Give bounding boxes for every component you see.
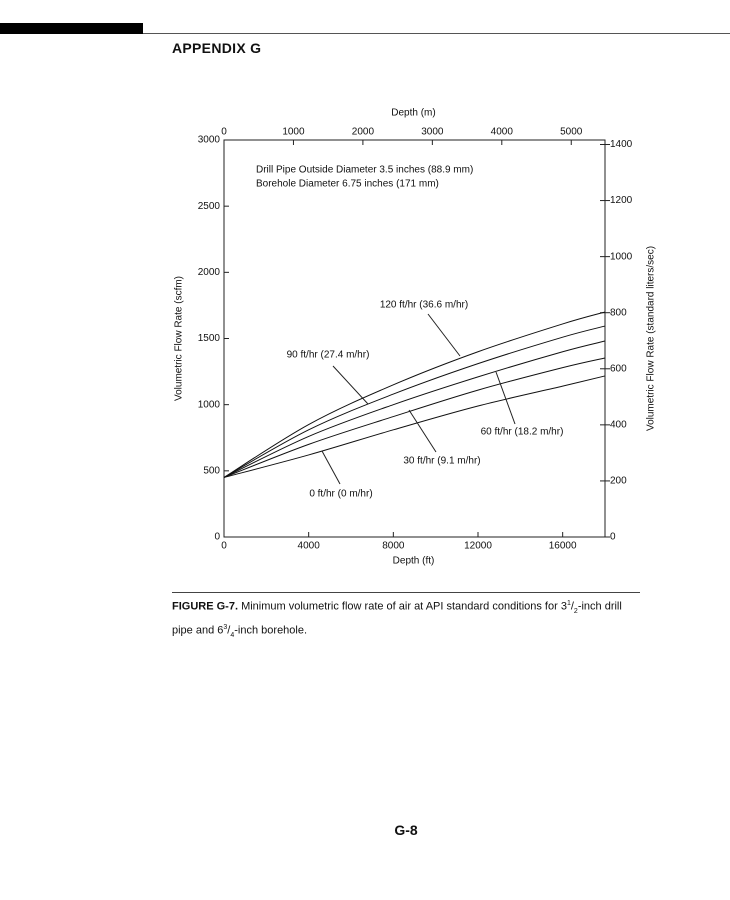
y-tick-label: 500 xyxy=(203,465,220,476)
y-tick-label: 2000 xyxy=(198,267,221,278)
plot-frame xyxy=(223,139,606,538)
y2-tick-label: 0 xyxy=(610,532,616,543)
top-tick-label: 3000 xyxy=(421,127,444,138)
y-tick-label: 3000 xyxy=(198,135,221,146)
series-line xyxy=(223,357,606,478)
label-pointer xyxy=(427,313,461,357)
label-pointer xyxy=(495,371,516,425)
y2-tick-label: 200 xyxy=(610,476,627,487)
series-line xyxy=(223,340,606,478)
caption-label: FIGURE G-7. xyxy=(172,600,239,613)
top-tick-label: 2000 xyxy=(352,127,375,138)
fraction-slash: / xyxy=(570,600,574,613)
caption-rule xyxy=(172,592,640,593)
x-tick-label: 12000 xyxy=(464,541,492,552)
series-label: 30 ft/hr (9.1 m/hr) xyxy=(403,456,480,467)
series-line xyxy=(223,325,606,478)
caption: FIGURE G-7. Minimum volumetric flow rate… xyxy=(172,596,642,644)
series-line xyxy=(223,375,606,478)
top-axis-label: Depth (m) xyxy=(391,108,435,119)
annotation: Borehole Diameter 6.75 inches (171 mm) xyxy=(256,179,439,190)
label-pointer xyxy=(408,409,437,453)
series-label: 120 ft/hr (36.6 m/hr) xyxy=(380,300,468,311)
series-label: 60 ft/hr (18.2 m/hr) xyxy=(481,427,564,438)
y-tick-label: 2500 xyxy=(198,201,221,212)
header-title: APPENDIX G xyxy=(172,40,262,56)
y2-tick-label: 1400 xyxy=(610,139,633,150)
y2-tick-label: 1200 xyxy=(610,195,633,206)
y-tick-label: 1000 xyxy=(198,399,221,410)
y2-axis-label: Volumetric Flow Rate (standard liters/se… xyxy=(646,246,657,431)
header-bar xyxy=(0,23,143,34)
y-tick-label: 0 xyxy=(214,532,220,543)
caption-text: Minimum volumetric flow rate of air at A… xyxy=(241,600,567,613)
caption-text: -inch borehole. xyxy=(234,624,308,637)
y2-tick-label: 400 xyxy=(610,419,627,430)
y2-tick-label: 800 xyxy=(610,307,627,318)
y-tick-label: 1500 xyxy=(198,333,221,344)
fraction-den: 4 xyxy=(230,631,235,639)
y-axis-label: Volumetric Flow Rate (scfm) xyxy=(174,276,185,401)
x-tick-label: 4000 xyxy=(298,541,321,552)
top-tick-label: 5000 xyxy=(560,127,583,138)
fraction-den: 2 xyxy=(573,607,578,615)
series-line xyxy=(223,311,606,478)
x-tick-label: 16000 xyxy=(549,541,577,552)
top-tick-label: 1000 xyxy=(282,127,305,138)
x-axis-label: Depth (ft) xyxy=(393,556,435,567)
x-tick-label: 8000 xyxy=(382,541,405,552)
top-tick-label: 0 xyxy=(221,127,227,138)
series-label: 90 ft/hr (27.4 m/hr) xyxy=(287,350,370,361)
fraction-num: 3 xyxy=(223,623,228,631)
header-rule xyxy=(143,33,730,34)
caption-text: -inch drill pipe and 6 xyxy=(172,600,622,637)
y2-tick-label: 600 xyxy=(610,363,627,374)
series-label: 0 ft/hr (0 m/hr) xyxy=(309,489,372,500)
x-tick-label: 0 xyxy=(221,541,227,552)
label-pointer xyxy=(321,450,341,485)
fraction-num: 1 xyxy=(566,600,571,607)
top-tick-label: 4000 xyxy=(491,127,514,138)
label-pointer xyxy=(332,365,369,405)
y2-tick-label: 1000 xyxy=(610,251,633,262)
annotation: Drill Pipe Outside Diameter 3.5 inches (… xyxy=(256,165,473,176)
page-number: G-8 xyxy=(394,822,418,838)
fraction-slash: / xyxy=(227,624,231,637)
